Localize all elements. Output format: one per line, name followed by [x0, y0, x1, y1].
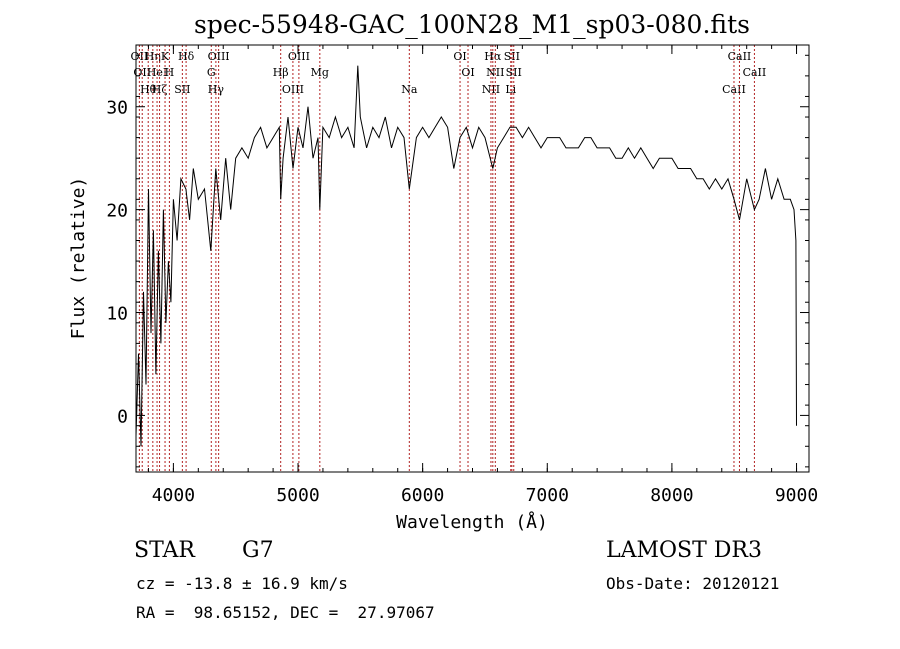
coordinates: RA = 98.65152, DEC = 27.97067 [136, 603, 435, 622]
x-tick-label: 6000 [401, 485, 444, 506]
x-tick-label: 9000 [775, 485, 818, 506]
spectral-line-label: SII [504, 50, 520, 63]
spectral-line-label: OI [453, 50, 466, 63]
axis-ticks: 4000 5000 6000 7000 8000 9000 0 10 20 30 [106, 45, 818, 506]
spectral-line-label: OIII [208, 50, 230, 63]
spectral-line-label: Na [401, 83, 418, 96]
x-tick-label: 4000 [152, 485, 195, 506]
spectral-line-label: OII [131, 50, 149, 63]
y-axis-label: Flux (relative) [68, 177, 89, 340]
spectral-line-label: Hη [145, 50, 161, 63]
spectral-line-label: G [207, 66, 216, 79]
spectral-line-label: OIII [288, 50, 310, 63]
x-tick-label: 5000 [276, 485, 319, 506]
obs-date: Obs-Date: 20120121 [606, 574, 780, 593]
spectral-line-label: CaII [743, 66, 767, 79]
spectral-line-label: K [161, 50, 170, 63]
spectral-line-label: CaII [728, 50, 752, 63]
y-tick-label: 30 [106, 98, 128, 119]
y-tick-label: 20 [106, 201, 128, 222]
spectral-line-label: H [165, 66, 175, 79]
spectral-line-label: Li [505, 83, 516, 96]
spectral-line-label: Hβ [273, 66, 289, 79]
spectral-lines: OIIOIIHθHηHeIHζKHSIIHδGHγOIIIHβOIIIOIIIM… [131, 45, 767, 472]
object-class: STAR [134, 538, 195, 563]
y-tick-label: 10 [106, 304, 128, 325]
plot-frame [135, 44, 810, 473]
x-axis-label: Wavelength (Å) [396, 511, 548, 533]
spectral-line-label: Hγ [208, 83, 225, 96]
spectral-line-label: CaII [722, 83, 746, 96]
spectral-line-label: OI [461, 66, 474, 79]
object-subclass: G7 [242, 538, 274, 563]
spectral-line-label: HeI [147, 66, 167, 79]
spectral-line-label: Mg [311, 66, 329, 79]
spectral-line-label: OIII [282, 83, 304, 96]
spectral-line-label: SII [174, 83, 190, 96]
spectrum-line [135, 65, 797, 447]
spectral-line-label: SII [506, 66, 522, 79]
spectral-line-label: Hα [484, 50, 502, 63]
spectral-line-label: NII [486, 66, 504, 79]
spectral-line-label: Hζ [152, 83, 168, 96]
redshift-text: cz = -13.8 ± 16.9 km/s [136, 574, 348, 593]
x-tick-label: 7000 [526, 485, 569, 506]
x-tick-label: 8000 [650, 485, 693, 506]
y-tick-label: 0 [117, 406, 128, 427]
spectral-line-label: NII [482, 83, 500, 96]
survey-name: LAMOST DR3 [606, 538, 762, 563]
spectral-line-label: Hδ [178, 50, 195, 63]
chart-title: spec-55948-GAC_100N28_M1_sp03-080.fits [194, 10, 750, 39]
